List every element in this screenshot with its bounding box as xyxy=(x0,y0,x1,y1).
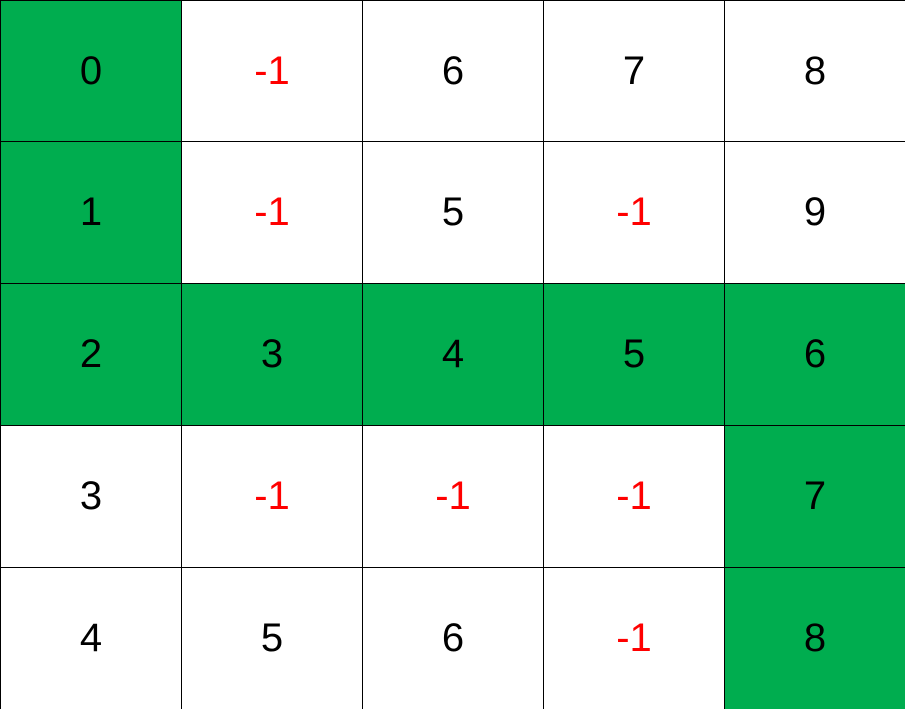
path-cell: 4 xyxy=(363,284,544,426)
blocked-cell: -1 xyxy=(182,142,363,284)
blocked-cell: -1 xyxy=(544,568,725,709)
grid-cell: 5 xyxy=(363,142,544,284)
grid-cell: 6 xyxy=(363,0,544,142)
path-cell: 1 xyxy=(0,142,182,284)
blocked-cell: -1 xyxy=(182,426,363,568)
blocked-cell: -1 xyxy=(182,0,363,142)
path-cell: 5 xyxy=(544,284,725,426)
path-cell: 6 xyxy=(725,284,905,426)
grid-cell: 5 xyxy=(182,568,363,709)
path-cell: 3 xyxy=(182,284,363,426)
grid-cell: 4 xyxy=(0,568,182,709)
blocked-cell: -1 xyxy=(363,426,544,568)
path-cell: 2 xyxy=(0,284,182,426)
path-cell: 7 xyxy=(725,426,905,568)
grid-cell: 7 xyxy=(544,0,725,142)
path-cell: 8 xyxy=(725,568,905,709)
blocked-cell: -1 xyxy=(544,426,725,568)
grid-cell: 6 xyxy=(363,568,544,709)
blocked-cell: -1 xyxy=(544,142,725,284)
grid-cell: 8 xyxy=(725,0,905,142)
path-cell: 0 xyxy=(0,0,182,142)
grid-cell: 3 xyxy=(0,426,182,568)
grid-cell: 9 xyxy=(725,142,905,284)
